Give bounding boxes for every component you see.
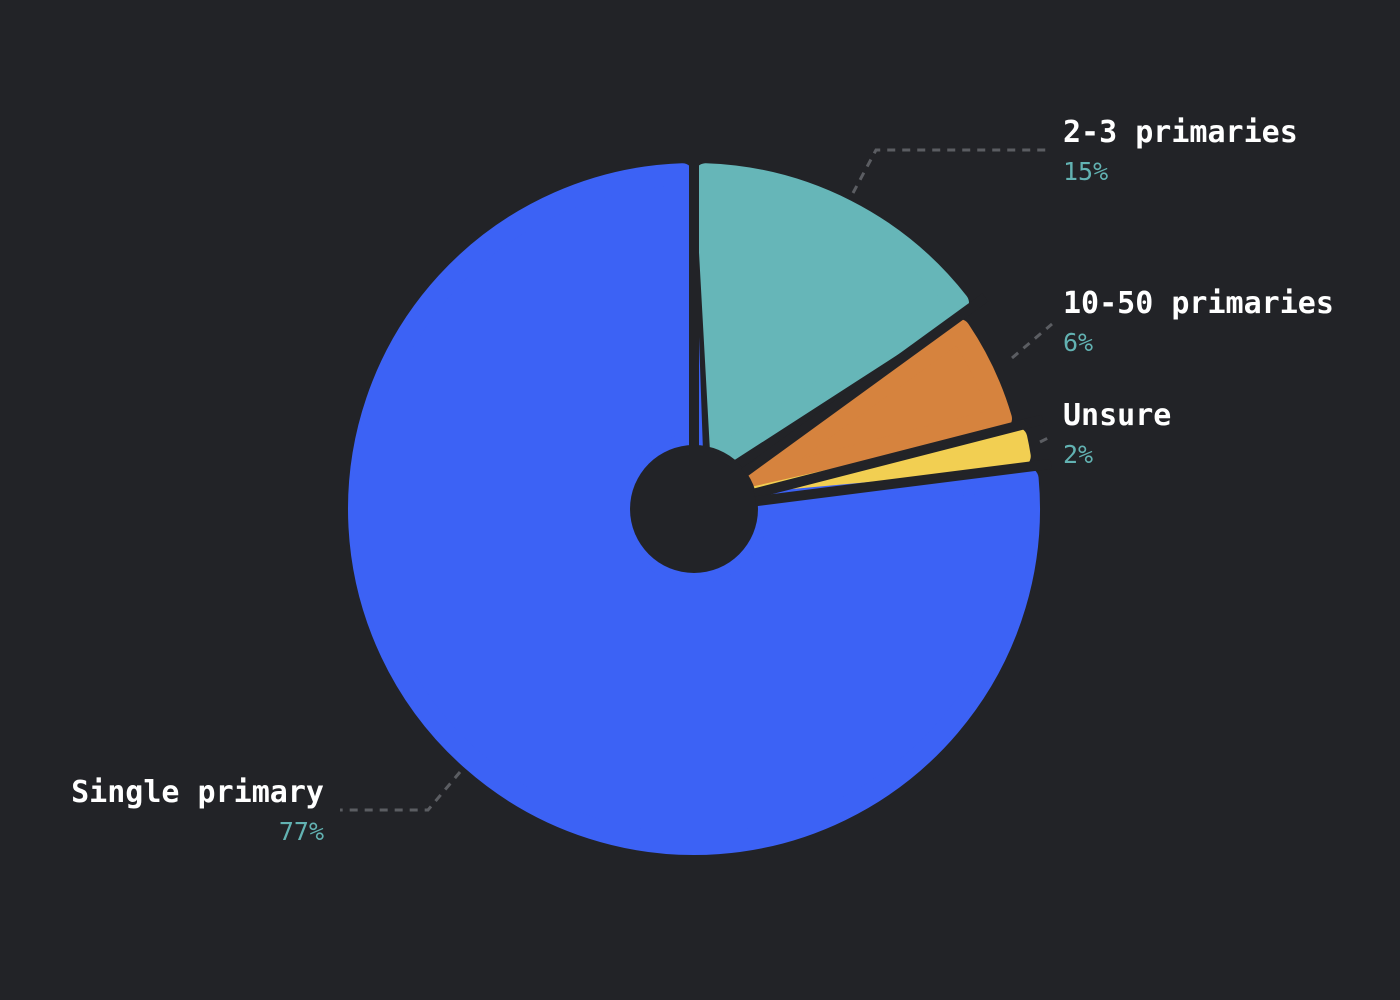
leader-10-50-primaries: [1011, 322, 1053, 360]
slice-2-3-primaries: [694, 163, 969, 467]
label-name-10-50-primaries: 10-50 primaries: [1063, 286, 1334, 321]
slice-10-50-primaries: [737, 319, 1012, 495]
label-value-single-primary: 77%: [279, 817, 324, 846]
slices-group: [348, 149, 1052, 855]
label-10-50-primaries: 10-50 primaries 6%: [1063, 286, 1334, 357]
leader-single-primary: [340, 771, 462, 812]
label-value-10-50-primaries: 6%: [1063, 328, 1093, 357]
label-value-unsure: 2%: [1063, 440, 1093, 469]
leader-lines-group: [340, 148, 1053, 812]
label-name-unsure: Unsure: [1063, 398, 1171, 433]
slice-separator: [752, 414, 1044, 499]
label-single-primary: Single primary 77%: [71, 775, 324, 846]
label-value-2-3-primaries: 15%: [1063, 157, 1108, 186]
leader-2-3-primaries: [851, 148, 1048, 194]
label-2-3-primaries: 2-3 primaries 15%: [1063, 115, 1298, 186]
slice-separator: [754, 458, 1052, 507]
donut-hole: [630, 445, 758, 573]
label-unsure: Unsure 2%: [1063, 398, 1171, 469]
slice-separator: [741, 293, 989, 477]
label-name-single-primary: Single primary: [71, 775, 324, 810]
label-name-2-3-primaries: 2-3 primaries: [1063, 115, 1298, 150]
leader-unsure: [1039, 434, 1053, 444]
slice-unsure: [741, 427, 1031, 509]
